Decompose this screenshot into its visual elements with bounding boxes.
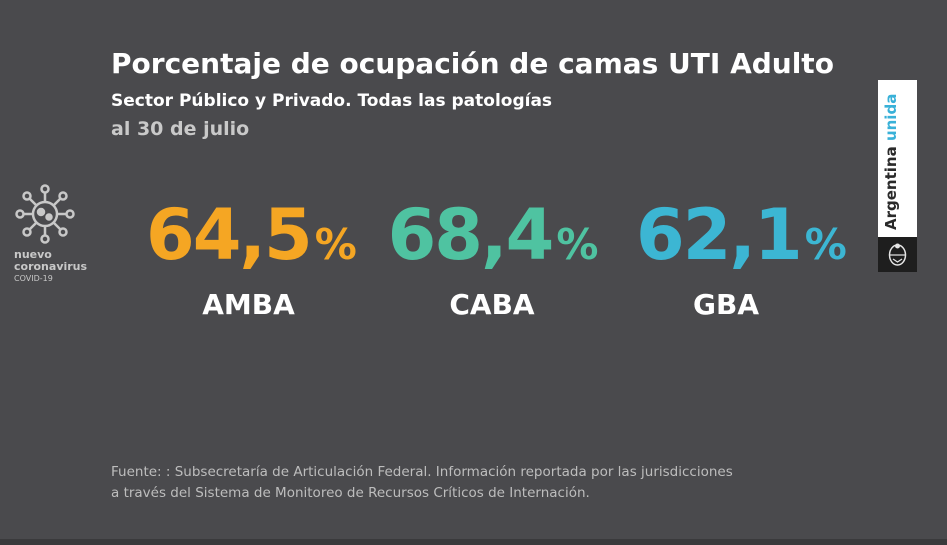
covid-logo: nuevo coronavirus COVID-19 — [14, 183, 104, 285]
stat-caba: 68,4% CABA — [386, 200, 599, 321]
source-line2: a través del Sistema de Monitoreo de Rec… — [111, 485, 590, 501]
stat-unit: % — [804, 220, 847, 269]
stat-unit: % — [556, 220, 598, 269]
stat-number: 68,4 — [387, 194, 555, 276]
stat-value-amba: 64,5% — [146, 200, 357, 270]
brand-text: Argentina unida — [882, 94, 900, 230]
stat-number: 62,1 — [636, 194, 803, 276]
page-subtitle: Sector Público y Privado. Todas las pato… — [111, 91, 553, 111]
source-note: Fuente: : Subsecretaría de Articulación … — [111, 462, 733, 504]
national-seal-graphic — [888, 243, 907, 266]
brand-text-accent: unida — [882, 93, 900, 142]
covid-logo-line2: coronavirus — [14, 260, 88, 273]
national-seal-icon — [878, 237, 917, 272]
stat-amba: 64,5% AMBA — [146, 200, 357, 321]
argentina-unida-brand: Argentina unida — [878, 80, 917, 272]
page-title: Porcentaje de ocupación de camas UTI Adu… — [111, 47, 834, 80]
bottom-rule — [0, 539, 947, 545]
covid-logo-line3: COVID-19 — [14, 274, 53, 283]
stat-label-amba: AMBA — [202, 288, 295, 321]
covid-logo-text: nuevo coronavirus COVID-19 — [14, 249, 104, 285]
brand-text-main: Argentina — [882, 146, 900, 230]
virus-icon — [15, 184, 75, 244]
stat-unit: % — [314, 220, 357, 269]
stat-value-caba: 68,4% — [386, 200, 599, 270]
stat-value-gba: 62,1% — [636, 200, 847, 270]
date-label: al 30 de julio — [111, 118, 250, 140]
stat-label-gba: GBA — [693, 288, 759, 321]
source-line1: Fuente: : Subsecretaría de Articulación … — [111, 464, 733, 480]
covid-logo-line1: nuevo — [14, 248, 52, 261]
stat-number: 64,5 — [146, 194, 313, 276]
stat-label-caba: CABA — [449, 288, 535, 321]
stat-gba: 62,1% GBA — [636, 200, 847, 321]
